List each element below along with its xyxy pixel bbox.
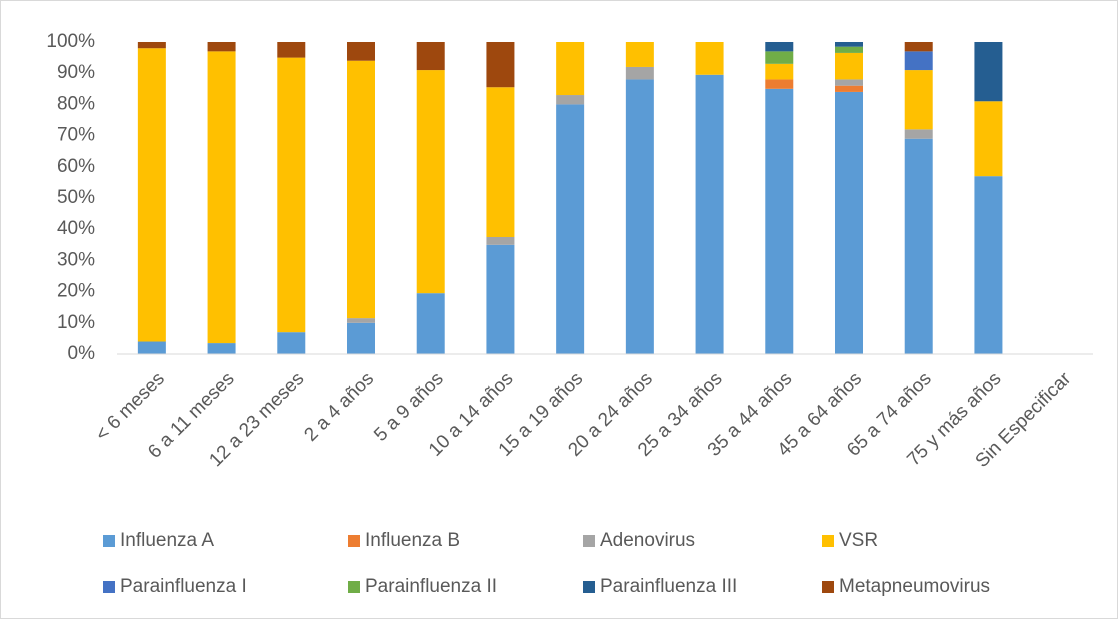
bar-segment [556, 42, 585, 96]
legend-swatch [348, 535, 360, 547]
bar-segment [835, 91, 863, 355]
bar-segment [347, 60, 375, 319]
bar-segment [486, 244, 515, 354]
bar-segment [835, 52, 863, 80]
bar-segment [695, 74, 724, 354]
y-tick-label: 60% [57, 156, 95, 177]
legend-label: VSR [839, 530, 878, 551]
bar-segment [416, 70, 445, 294]
y-tick-label: 30% [57, 249, 95, 270]
bar-segment [974, 101, 1003, 177]
bar-segment [765, 88, 794, 355]
y-tick-label: 100% [46, 31, 95, 52]
bar-segment [207, 42, 236, 52]
bar-segment [416, 293, 445, 354]
bar-segment [277, 332, 306, 354]
bar-segment [765, 63, 794, 80]
bar-segment [347, 322, 375, 354]
bar-segment [835, 79, 863, 86]
bar-segment [765, 79, 794, 89]
bar-segment [137, 341, 166, 354]
bar-segment [835, 42, 863, 47]
bar-segment [347, 42, 375, 61]
y-tick-label: 70% [57, 125, 95, 146]
bar-segment [207, 51, 236, 344]
legend-swatch [822, 581, 834, 593]
legend-label: Parainfluenza III [600, 576, 737, 597]
bar-segment [904, 51, 933, 71]
y-tick-label: 0% [68, 343, 96, 364]
bar-segment [835, 85, 863, 92]
bar-segment [904, 129, 933, 139]
y-tick-label: 10% [57, 312, 95, 333]
bar-segment [974, 42, 1003, 102]
y-tick-label: 90% [57, 62, 95, 83]
bar-segment [347, 318, 375, 323]
legend-label: Adenovirus [600, 530, 695, 551]
legend-swatch [583, 535, 595, 547]
bar-segment [137, 42, 166, 49]
bar-segment [904, 138, 933, 354]
bar-segment [765, 42, 794, 52]
bar-segment [904, 70, 933, 130]
bar-segment [625, 66, 654, 80]
bar-segment [625, 79, 654, 354]
legend-swatch [822, 535, 834, 547]
bar-segment [137, 48, 166, 342]
bar-segment [486, 42, 515, 88]
bar-segment [625, 42, 654, 67]
legend-label: Parainfluenza I [120, 576, 247, 597]
y-tick-label: 50% [57, 187, 95, 208]
legend-swatch [348, 581, 360, 593]
y-tick-label: 40% [57, 218, 95, 239]
y-tick-label: 20% [57, 281, 95, 302]
bar-segment [835, 46, 863, 53]
bar-segment [486, 237, 515, 245]
legend-label: Parainfluenza II [365, 576, 497, 597]
bar-segment [904, 42, 933, 52]
bar-segment [416, 42, 445, 71]
bar-segment [277, 42, 306, 58]
legend-swatch [103, 535, 115, 547]
legend-label: Influenza B [365, 530, 460, 551]
legend-label: Metapneumovirus [839, 576, 990, 597]
bar-segment [277, 57, 306, 333]
bar-segment [974, 176, 1003, 354]
legend-swatch [583, 581, 595, 593]
bar-segment [207, 343, 236, 354]
legend-swatch [103, 581, 115, 593]
bar-segment [695, 42, 724, 75]
bar-segment [556, 95, 585, 105]
bar-segment [765, 51, 794, 64]
y-tick-label: 80% [57, 93, 95, 114]
legend-label: Influenza A [120, 530, 214, 551]
bar-segment [486, 87, 515, 238]
bar-segment [556, 104, 585, 355]
